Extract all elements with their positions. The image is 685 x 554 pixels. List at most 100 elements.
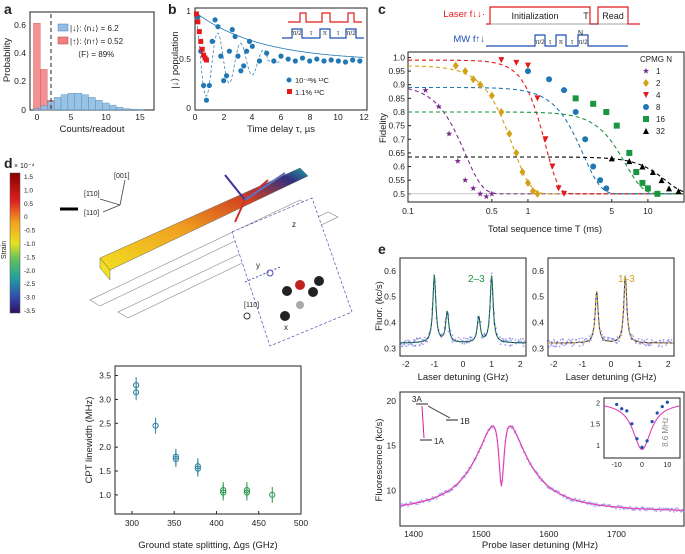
- a-fidelity: ⟨F⟩ = 89%: [78, 50, 114, 59]
- b-point-blue: [336, 58, 341, 63]
- a-bar-up: [33, 23, 40, 110]
- d-colorbar-ticks: 1.51.00.50-0.5-1.0-1.5-2.0-2.5-3.0-3.5: [24, 174, 36, 315]
- b-point-red: [198, 39, 203, 44]
- e-top-xtick: 0: [609, 359, 614, 369]
- e-bottom-point: [669, 511, 671, 513]
- e-bottom-point: [452, 489, 454, 491]
- a-bar-down: [102, 103, 109, 110]
- d-ytick: 1.0: [99, 490, 111, 500]
- panel-c-letter: c: [378, 1, 386, 17]
- b-point-blue: [257, 58, 262, 63]
- e-bottom-point: [593, 505, 595, 507]
- data-point: [556, 185, 562, 191]
- e-top-xlabel-right: Laser detuning (GHz): [566, 372, 657, 383]
- e-noise-point: [560, 339, 562, 341]
- e-inset-ytick: 1: [596, 443, 600, 450]
- e-noise-point: [568, 339, 570, 341]
- e-noise-point: [579, 338, 581, 340]
- e-inset-xtick: -10: [612, 462, 622, 469]
- e-noise-point: [650, 344, 652, 346]
- e-noise-point: [512, 338, 514, 340]
- e-noise-point: [419, 337, 421, 339]
- e-noise-point: [638, 338, 640, 340]
- panel-b: b π/2 τ π τ π/2 10⁻³% ¹³C 1.1% ¹³C 0 0.5…: [168, 1, 369, 135]
- e-bottom-ylabel: Fluorescence (kc/s): [374, 419, 385, 502]
- e-inset-xtick: 10: [663, 462, 671, 469]
- e-top-xtick: -1: [431, 359, 439, 369]
- e-bottom-ytick: 10: [387, 485, 397, 495]
- e-bottom-point: [410, 501, 412, 503]
- e-noise-point: [582, 344, 584, 346]
- e-top-xticks: -2 -2 -1 -1 0 0 1 1 2 2: [402, 359, 671, 369]
- e-bottom-yticks: 101520: [387, 396, 397, 495]
- e-noise-point: [405, 340, 407, 342]
- c-seq-label: τ: [571, 40, 574, 46]
- c-laser-label: Laser f↓↓·: [443, 9, 485, 20]
- c-legend-title: CPMG N: [640, 55, 672, 64]
- e-inset-point: [666, 401, 669, 404]
- e-bottom-point: [675, 507, 677, 509]
- b-point-blue: [235, 54, 240, 59]
- data-point: [470, 185, 476, 191]
- panel-c-points: [422, 57, 681, 199]
- e-noise-point: [658, 344, 660, 346]
- d-inset-x: x: [284, 323, 288, 332]
- b-point-blue: [201, 83, 206, 88]
- e-noise-point: [405, 345, 407, 347]
- d-cbar-tick: -1.0: [24, 241, 36, 248]
- data-point: [643, 68, 649, 74]
- panel-a-xlabel: Counts/readout: [60, 124, 125, 135]
- data-point: [590, 164, 596, 170]
- e-noise-point: [520, 338, 522, 340]
- e-noise-point: [421, 339, 423, 341]
- e-noise-point: [557, 340, 559, 342]
- e-noise-point: [573, 344, 575, 346]
- data-point: [455, 158, 461, 164]
- data-point: [573, 109, 579, 115]
- e-top-xtick: -2: [550, 359, 558, 369]
- b-point-blue: [286, 56, 291, 61]
- a-ytick: 0.4: [14, 48, 26, 58]
- e-noise-point: [452, 334, 454, 336]
- d-cbar-tick: 0.5: [24, 201, 33, 208]
- a-bar-down: [89, 97, 96, 110]
- e-noise-point: [671, 339, 673, 341]
- e-noise-point: [644, 343, 646, 345]
- data-point: [650, 169, 656, 175]
- e-noise-point: [426, 341, 428, 343]
- e-noise-point: [632, 335, 634, 337]
- a-bar-down: [82, 95, 89, 110]
- e-bottom-xtick: 1500: [472, 529, 491, 539]
- e-transition-arrow: [428, 406, 450, 418]
- e-top-xlabel-left: Laser detuning (GHz): [418, 372, 509, 383]
- e-noise-point: [464, 343, 466, 345]
- e-bottom-point: [432, 496, 434, 498]
- data-point: [659, 177, 665, 183]
- e-inset-point: [635, 437, 638, 440]
- b-xtick: 6: [279, 112, 284, 122]
- e-noise-point: [507, 340, 509, 342]
- e-fit-dark: [548, 276, 673, 343]
- c-legend-label-16: 16: [656, 115, 665, 124]
- b-point-blue: [321, 58, 326, 63]
- e-bottom-point: [558, 491, 560, 493]
- e-top-ytick: 0.4: [384, 317, 396, 327]
- data-point: [666, 185, 672, 191]
- data-point: [654, 191, 660, 197]
- e-bottom-point: [656, 510, 658, 512]
- b-point-blue: [300, 55, 305, 60]
- c-n-label: N: [578, 30, 583, 37]
- e-bottom-point: [579, 499, 581, 501]
- d-ytick: 2.0: [99, 442, 111, 452]
- e-noise-point: [645, 345, 647, 347]
- e-noise-point: [641, 339, 643, 341]
- data-point: [542, 136, 548, 142]
- c-ytick: 0.95: [388, 66, 405, 76]
- e-inset-point: [625, 409, 628, 412]
- d-inset-z: z: [292, 220, 296, 229]
- e-top-left-plot: [400, 272, 526, 347]
- d-ytick: 2.5: [99, 418, 111, 428]
- e-bottom-point: [407, 505, 409, 507]
- e-noise-point: [481, 337, 483, 339]
- d-cbar-tick: 0: [24, 214, 28, 221]
